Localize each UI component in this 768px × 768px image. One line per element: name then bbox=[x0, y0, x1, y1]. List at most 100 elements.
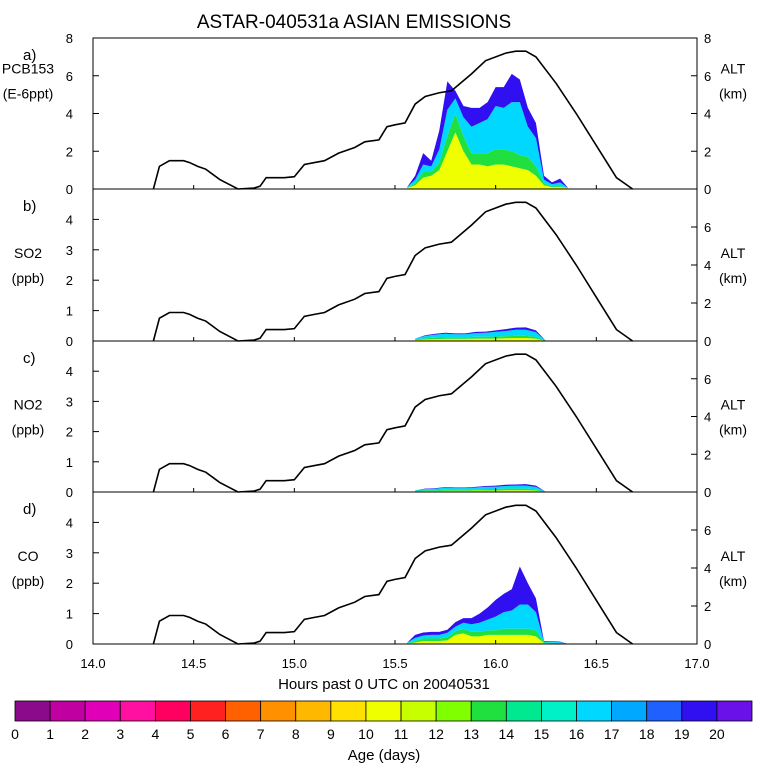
colorbar-tick-label: 10 bbox=[358, 726, 374, 742]
y-tick-label: 4 bbox=[66, 515, 73, 530]
altitude-line bbox=[152, 504, 634, 645]
alt-axis-label: ALT bbox=[721, 61, 746, 77]
colorbar-tick-label: 13 bbox=[463, 726, 479, 742]
colorbar-tick-label: 4 bbox=[151, 726, 159, 742]
alt-tick-label: 6 bbox=[704, 69, 711, 84]
alt-axis-units: (km) bbox=[719, 86, 747, 102]
colorbar-swatch bbox=[84, 700, 121, 722]
y-tick-label: 8 bbox=[66, 31, 73, 46]
colorbar-swatch bbox=[646, 700, 683, 722]
colorbar-swatch bbox=[576, 700, 613, 722]
x-tick-label: 17.0 bbox=[684, 656, 709, 671]
plot-frame bbox=[92, 491, 698, 645]
colorbar-swatch bbox=[611, 700, 648, 722]
colorbar-tick-label: 8 bbox=[292, 726, 300, 742]
altitude-line bbox=[152, 201, 634, 342]
colorbar-tick-label: 1 bbox=[46, 726, 54, 742]
series-area-3 bbox=[407, 566, 569, 644]
y-tick-label: 1 bbox=[66, 607, 73, 622]
colorbar-tick-label: 12 bbox=[428, 726, 444, 742]
x-tick-label: 14.5 bbox=[181, 656, 206, 671]
colorbar-swatch bbox=[154, 700, 191, 722]
alt-tick-label: 4 bbox=[704, 258, 711, 273]
alt-tick-label: 2 bbox=[704, 599, 711, 614]
colorbar-tick-label: 5 bbox=[187, 726, 195, 742]
y-tick-label: 1 bbox=[66, 304, 73, 319]
alt-tick-label: 8 bbox=[704, 31, 711, 46]
plot-frame bbox=[92, 37, 698, 190]
panel-pcb153: 0 2 4 6 8 0 2 4 6 8 a)PCB153 (E-6ppt) ALT (km) bbox=[2, 31, 747, 197]
x-tick-label: 15.0 bbox=[282, 656, 307, 671]
y-tick-label: 3 bbox=[66, 546, 73, 561]
alt-axis-label: ALT bbox=[721, 548, 746, 564]
alt-tick-label: 6 bbox=[704, 523, 711, 538]
alt-tick-label: 4 bbox=[704, 410, 711, 425]
alt-tick-label: 6 bbox=[704, 220, 711, 235]
colorbar-swatch bbox=[470, 700, 507, 722]
x-tick-label: 15.5 bbox=[382, 656, 407, 671]
colorbar: 0 1 2 3 4 5 6 7 8 9 10 11 12 13 14 15 16 17 18 19 20 bbox=[11, 700, 753, 742]
colorbar-swatch bbox=[190, 700, 226, 722]
colorbar-swatch bbox=[330, 700, 367, 722]
y-tick-label: 6 bbox=[66, 69, 73, 84]
colorbar-swatch bbox=[541, 700, 577, 722]
alt-axis-units: (km) bbox=[719, 422, 747, 438]
series-area-1 bbox=[407, 628, 569, 644]
altitude-line bbox=[152, 50, 634, 190]
colorbar-tick-label: 17 bbox=[604, 726, 620, 742]
panel-label: c) bbox=[23, 350, 36, 367]
x-axis-label: Hours past 0 UTC on 20040531 bbox=[278, 676, 490, 693]
panels: 0 2 4 6 8 0 2 4 6 8 a)PCB153 (E-6ppt) ALT (km) 0 1 2 3 4 0 2… bbox=[2, 31, 747, 671]
alt-tick-label: 6 bbox=[704, 372, 711, 387]
alt-tick-label: 2 bbox=[704, 296, 711, 311]
y-tick-label: 0 bbox=[66, 637, 73, 652]
colorbar-swatch bbox=[505, 700, 542, 722]
y-axis-label: SO2 bbox=[14, 245, 42, 261]
colorbar-swatch bbox=[119, 700, 156, 722]
panel-so2: 0 1 2 3 4 0 2 4 6 b) SO2 (ppb) ALT (km) bbox=[12, 188, 747, 349]
series-area-1 bbox=[407, 113, 569, 189]
altitude-line bbox=[152, 353, 634, 493]
alt-tick-label: 0 bbox=[704, 485, 711, 500]
alt-axis-units: (km) bbox=[719, 270, 747, 286]
colorbar-tick-label: 15 bbox=[534, 726, 550, 742]
colorbar-tick-label: 20 bbox=[709, 726, 725, 742]
alt-tick-label: 2 bbox=[704, 447, 711, 462]
y-tick-label: 4 bbox=[66, 364, 73, 379]
alt-tick-label: 0 bbox=[704, 334, 711, 349]
series-area-0 bbox=[407, 132, 569, 189]
colorbar-tick-label: 16 bbox=[569, 726, 585, 742]
x-tick-label: 16.0 bbox=[483, 656, 508, 671]
y-tick-label: 3 bbox=[66, 243, 73, 258]
alt-axis-label: ALT bbox=[721, 245, 746, 261]
panel-no2: 0 1 2 3 4 0 2 4 6 c) NO2 (ppb) ALT (km) bbox=[12, 340, 747, 500]
colorbar-swatch bbox=[400, 700, 437, 722]
alt-tick-label: 4 bbox=[704, 107, 711, 122]
colorbar-swatch bbox=[260, 700, 297, 722]
colorbar-swatch bbox=[49, 700, 86, 722]
colorbar-tick-label: 9 bbox=[327, 726, 335, 742]
y-tick-label: 2 bbox=[66, 576, 73, 591]
series-area-2 bbox=[415, 329, 546, 341]
colorbar-tick-label: 0 bbox=[11, 726, 19, 742]
y-axis-units: (ppb) bbox=[12, 573, 45, 589]
y-tick-label: 0 bbox=[66, 182, 73, 197]
y-tick-label: 3 bbox=[66, 394, 73, 409]
y-axis-label: CO bbox=[18, 548, 39, 564]
series-area-3 bbox=[415, 484, 546, 492]
panel-co: 0 1 2 3 4 0 2 4 6 d) CO (ppb) ALT (km) bbox=[12, 491, 747, 652]
y-axis-units: (ppb) bbox=[12, 270, 45, 286]
colorbar-swatch bbox=[435, 700, 472, 722]
series-area-0 bbox=[415, 337, 546, 341]
y-tick-label: 2 bbox=[66, 273, 73, 288]
colorbar-swatch bbox=[716, 700, 753, 722]
colorbar-swatch bbox=[14, 700, 51, 722]
chart-title: ASTAR-040531a ASIAN EMISSIONS bbox=[197, 12, 511, 33]
series-area-2 bbox=[407, 98, 569, 189]
y-axis-units: (ppb) bbox=[12, 422, 45, 438]
x-tick-label: 16.5 bbox=[584, 656, 609, 671]
colorbar-tick-label: 7 bbox=[257, 726, 265, 742]
plot-frame bbox=[92, 188, 698, 342]
panel-label: b) bbox=[23, 198, 36, 215]
colorbar-swatch bbox=[365, 700, 402, 722]
